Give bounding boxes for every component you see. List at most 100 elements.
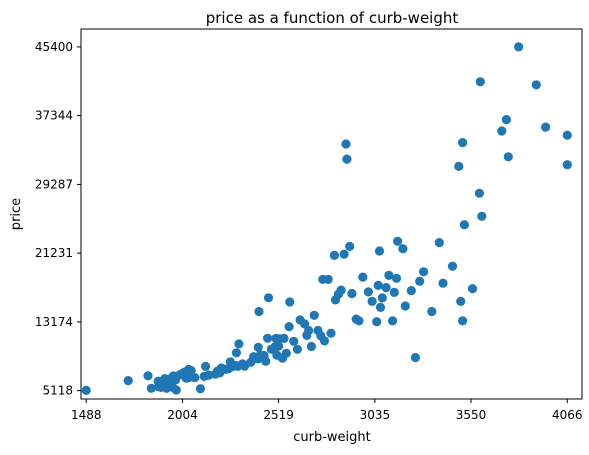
scatter-point (261, 356, 271, 366)
scatter-point (427, 306, 437, 317)
scatter-point (146, 383, 156, 393)
scatter-point (503, 152, 513, 162)
scatter-point (319, 336, 330, 346)
scatter-point (339, 249, 349, 259)
scatter-point (358, 272, 368, 282)
scatter-point (398, 244, 408, 254)
y-tick-label: 13174 (35, 315, 73, 329)
x-tick-label: 1488 (71, 408, 102, 422)
scatter-point (186, 366, 196, 376)
scatter-point (372, 317, 382, 327)
scatter-point (562, 160, 572, 170)
scatter-point (171, 385, 181, 395)
scatter-point (381, 283, 391, 293)
y-tick-label: 45400 (35, 40, 73, 54)
scatter-point (329, 250, 339, 260)
scatter-point (562, 130, 572, 140)
scatter-point (190, 373, 200, 383)
x-tick-label: 2519 (263, 408, 294, 422)
scatter-point (195, 384, 205, 394)
y-tick-label: 5118 (42, 384, 73, 398)
scatter-point (458, 138, 468, 148)
plot-area-frame (80, 28, 583, 400)
scatter-point (367, 296, 377, 306)
scatter-point (309, 310, 319, 320)
scatter-point (81, 385, 91, 395)
scatter-point (347, 288, 357, 299)
scatter-point (514, 42, 524, 52)
scatter-point (289, 336, 299, 346)
scatter-point (306, 341, 316, 352)
scatter-point (201, 361, 211, 371)
scatter-point (384, 270, 394, 280)
scatter-point (253, 342, 263, 352)
scatter-point (281, 348, 291, 358)
scatter-point (375, 302, 386, 312)
scatter-point (234, 339, 244, 349)
scatter-point (459, 220, 469, 230)
scatter-point (285, 297, 295, 307)
scatter-point (263, 293, 274, 303)
chart-title: price as a function of curb-weight (206, 9, 459, 27)
data-points (81, 42, 572, 395)
scatter-point (454, 161, 464, 171)
scatter-point (299, 319, 310, 329)
scatter-point (123, 376, 133, 386)
scatter-point (274, 341, 284, 351)
y-axis-label: price (9, 198, 24, 230)
scatter-point (393, 236, 403, 246)
y-axis-ticks: 5118 13174 21231 29287 37344 45400 (35, 40, 81, 398)
scatter-point (475, 77, 485, 87)
scatter-point (531, 80, 541, 90)
scatter-point (345, 241, 355, 251)
scatter-point (447, 261, 458, 271)
x-tick-label: 2004 (167, 408, 198, 422)
x-axis-ticks: 1488 2004 2519 3035 3550 4066 (71, 399, 583, 422)
scatter-point (410, 352, 420, 363)
scatter-point (354, 316, 364, 326)
x-tick-label: 3550 (456, 408, 487, 422)
scatter-point (400, 301, 410, 311)
scatter-point (336, 285, 346, 295)
scatter-point (415, 276, 425, 286)
scatter-point (388, 316, 398, 326)
scatter-point (438, 278, 448, 288)
scatter-point (263, 333, 273, 343)
scatter-point (341, 139, 351, 149)
scatter-point (434, 238, 444, 248)
scatter-point (377, 293, 387, 303)
scatter-point (474, 188, 484, 198)
scatter-point (467, 284, 478, 294)
scatter-point (419, 267, 429, 277)
scatter-point (143, 371, 153, 381)
y-tick-label: 29287 (35, 177, 73, 191)
scatter-point (279, 333, 289, 343)
scatter-point (458, 316, 468, 326)
scatter-point (304, 325, 314, 336)
scatter-point (254, 306, 264, 317)
scatter-point (231, 348, 241, 358)
y-tick-label: 21231 (35, 246, 73, 260)
scatter-point (456, 296, 466, 306)
x-axis-label: curb-weight (293, 430, 371, 445)
scatter-point (391, 273, 402, 283)
scatter-point (477, 211, 487, 221)
scatter-point (497, 126, 507, 136)
scatter-point (373, 280, 383, 290)
scatter-point (541, 122, 551, 132)
scatter-point (326, 328, 336, 338)
x-tick-label: 4066 (552, 408, 583, 422)
scatter-point (406, 286, 416, 296)
scatter-point (342, 154, 352, 164)
scatter-point (501, 115, 511, 125)
scatter-point (374, 246, 385, 256)
scatter-point (363, 287, 373, 297)
scatter-point (323, 274, 333, 284)
y-tick-label: 37344 (35, 109, 73, 123)
x-tick-label: 3035 (360, 408, 391, 422)
scatter-point (292, 344, 302, 354)
scatter-point (389, 287, 399, 297)
scatter-point (284, 322, 294, 332)
